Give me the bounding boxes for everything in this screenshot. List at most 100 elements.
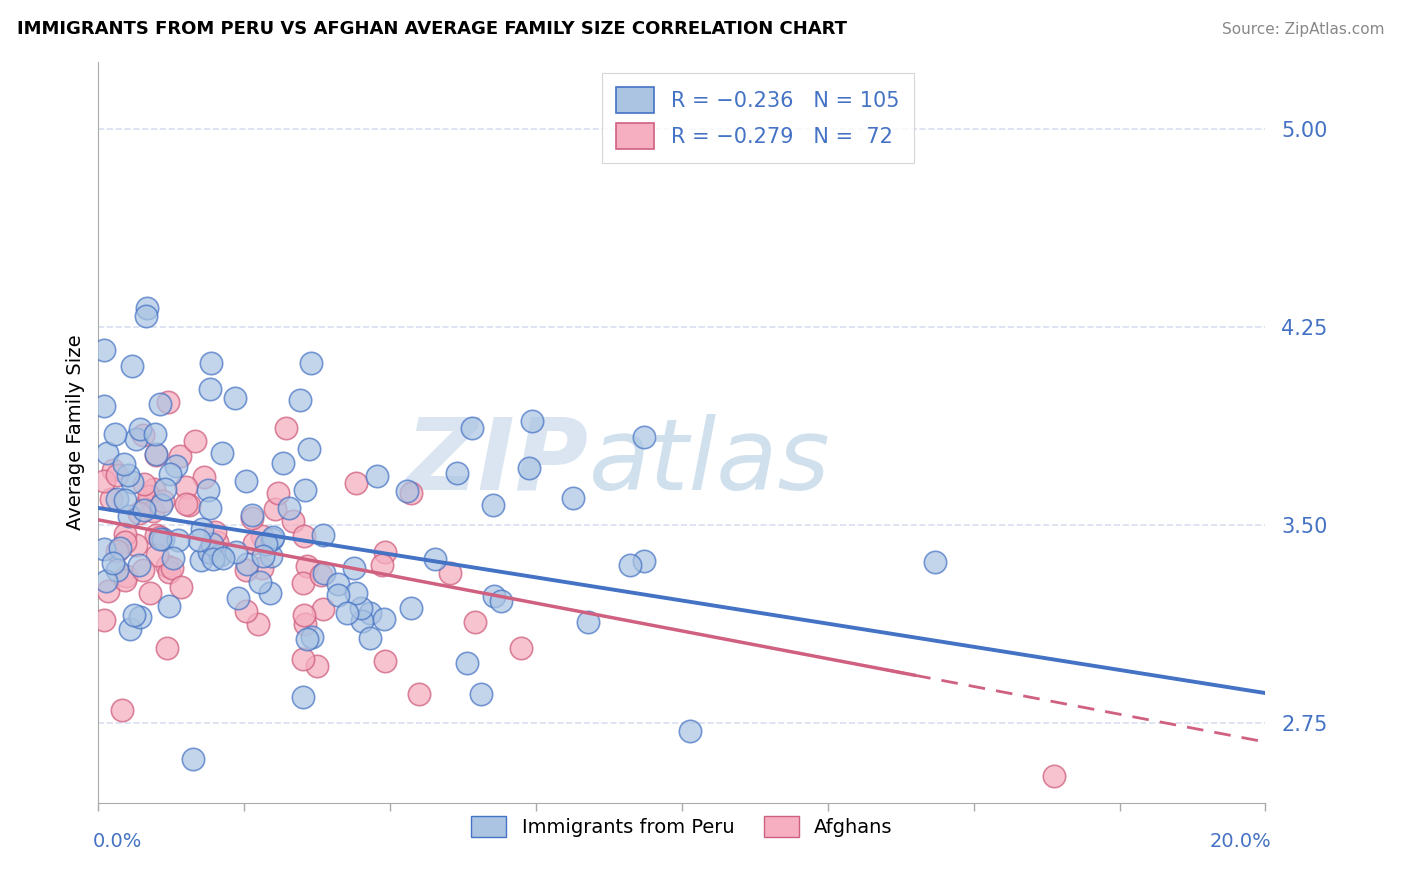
Point — [281, 515, 304, 529]
Y-axis label: Average Family Size: Average Family Size — [66, 334, 84, 531]
Point — [93, 541, 115, 556]
Point — [142, 504, 165, 518]
Point — [259, 586, 281, 600]
Point — [247, 617, 270, 632]
Point — [460, 421, 482, 435]
Point — [464, 615, 486, 630]
Point — [292, 652, 315, 666]
Point — [181, 752, 204, 766]
Point — [156, 641, 179, 656]
Point — [160, 561, 183, 575]
Point — [152, 533, 174, 547]
Point — [314, 566, 336, 581]
Point — [225, 545, 247, 559]
Point — [350, 600, 373, 615]
Point — [145, 448, 167, 462]
Point — [125, 538, 148, 552]
Point — [149, 397, 172, 411]
Point — [619, 558, 641, 573]
Point — [510, 640, 533, 655]
Point — [120, 622, 142, 636]
Point — [292, 690, 315, 705]
Point — [187, 533, 209, 547]
Point — [294, 483, 316, 497]
Point — [166, 533, 188, 548]
Point — [491, 594, 513, 608]
Point — [312, 527, 335, 541]
Point — [111, 703, 134, 717]
Point — [174, 480, 197, 494]
Text: ZIP: ZIP — [405, 414, 589, 511]
Point — [159, 467, 181, 481]
Point — [350, 614, 373, 628]
Point — [309, 568, 332, 582]
Point — [132, 563, 155, 577]
Point — [470, 687, 492, 701]
Point — [408, 687, 430, 701]
Point — [114, 492, 136, 507]
Point — [169, 449, 191, 463]
Point — [179, 498, 201, 512]
Point — [211, 446, 233, 460]
Point — [152, 493, 174, 508]
Point — [134, 503, 156, 517]
Point — [297, 559, 319, 574]
Point — [114, 573, 136, 587]
Point — [679, 723, 702, 738]
Point — [93, 399, 115, 413]
Point — [155, 483, 177, 497]
Point — [145, 528, 167, 542]
Point — [423, 552, 446, 566]
Point — [326, 589, 349, 603]
Point — [517, 461, 540, 475]
Point — [312, 602, 335, 616]
Point — [520, 414, 543, 428]
Text: atlas: atlas — [589, 414, 830, 511]
Point — [121, 475, 143, 490]
Point — [240, 511, 263, 525]
Point — [121, 359, 143, 374]
Point — [96, 446, 118, 460]
Point — [128, 506, 150, 520]
Point — [249, 575, 271, 590]
Point — [359, 632, 381, 646]
Point — [156, 558, 179, 573]
Point — [260, 549, 283, 563]
Point — [105, 544, 128, 558]
Point — [482, 589, 505, 603]
Point — [439, 566, 461, 581]
Point — [326, 577, 349, 591]
Point — [292, 576, 315, 591]
Point — [576, 615, 599, 629]
Point — [117, 468, 139, 483]
Point — [395, 483, 418, 498]
Point — [149, 532, 172, 546]
Point — [115, 569, 138, 583]
Point — [264, 502, 287, 516]
Point — [157, 599, 180, 613]
Point — [235, 604, 257, 618]
Point — [201, 536, 224, 550]
Point — [135, 309, 157, 323]
Legend: Immigrants from Peru, Afghans: Immigrants from Peru, Afghans — [464, 808, 900, 845]
Point — [344, 475, 367, 490]
Point — [297, 442, 319, 457]
Point — [271, 457, 294, 471]
Point — [145, 426, 167, 441]
Point — [129, 609, 152, 624]
Point — [149, 498, 172, 512]
Point — [224, 391, 246, 405]
Point — [294, 617, 316, 632]
Point — [128, 558, 150, 573]
Point — [1042, 769, 1064, 783]
Point — [101, 556, 124, 570]
Point — [399, 601, 422, 615]
Point — [633, 554, 655, 568]
Point — [252, 549, 274, 564]
Point — [114, 535, 136, 549]
Point — [101, 463, 124, 477]
Point — [197, 483, 219, 497]
Point — [200, 356, 222, 370]
Point — [292, 608, 315, 623]
Point — [301, 630, 323, 644]
